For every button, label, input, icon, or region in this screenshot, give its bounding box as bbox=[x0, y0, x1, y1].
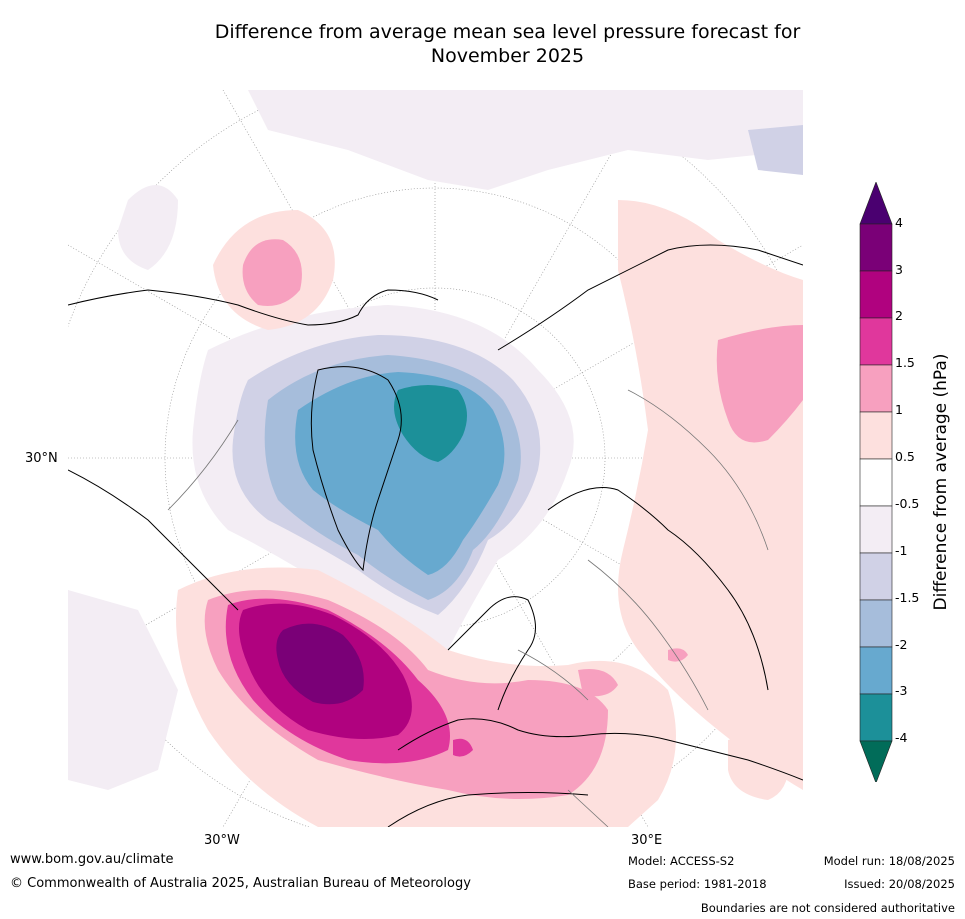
footer-base-period: Base period: 1981-2018 bbox=[628, 877, 767, 891]
footer-disclaimer: Boundaries are not considered authoritat… bbox=[700, 901, 955, 915]
colorbar-extend-top bbox=[859, 182, 893, 225]
colorbar bbox=[859, 182, 893, 782]
cb-tick-neg-0-5: -0.5 bbox=[895, 496, 920, 511]
lon-label-30w: 30°W bbox=[204, 833, 240, 848]
map-title-line2: November 2025 bbox=[430, 45, 585, 67]
colorbar-band bbox=[859, 458, 893, 507]
cb-tick-neg-3: -3 bbox=[895, 683, 908, 698]
cb-tick-neg-4: -4 bbox=[895, 730, 908, 745]
cb-tick-1-5: 1.5 bbox=[895, 355, 915, 370]
cb-tick-1: 1 bbox=[895, 402, 903, 417]
colorbar-band bbox=[859, 411, 893, 460]
cb-tick-3: 3 bbox=[895, 262, 903, 277]
colorbar-title: Difference from average (hPa) bbox=[931, 353, 951, 611]
borders bbox=[167, 389, 769, 827]
colorbar-band bbox=[859, 364, 893, 413]
lon-label-30e: 30°E bbox=[631, 833, 663, 848]
footer-issued: Issued: 20/08/2025 bbox=[844, 877, 955, 891]
footer-model: Model: ACCESS-S2 bbox=[628, 854, 735, 868]
cb-tick-neg-2: -2 bbox=[895, 637, 908, 652]
cb-tick-neg-1: -1 bbox=[895, 543, 908, 558]
colorbar-band bbox=[859, 646, 893, 695]
colorbar-band bbox=[859, 505, 893, 554]
footer-copyright: © Commonwealth of Australia 2025, Austra… bbox=[10, 876, 471, 891]
pressure-anomaly-map bbox=[68, 90, 803, 827]
footer-url[interactable]: www.bom.gov.au/climate bbox=[10, 852, 174, 867]
anomaly-pos-strongest bbox=[276, 623, 364, 705]
colorbar-band bbox=[859, 599, 893, 648]
colorbar-extend-bottom bbox=[859, 740, 893, 782]
cb-tick-0-5: 0.5 bbox=[895, 449, 915, 464]
cb-tick-2: 2 bbox=[895, 308, 903, 323]
colorbar-band bbox=[859, 317, 893, 366]
colorbar-band bbox=[859, 223, 893, 272]
cb-tick-4: 4 bbox=[895, 215, 903, 230]
colorbar-band bbox=[859, 270, 893, 319]
footer-model-run: Model run: 18/08/2025 bbox=[823, 854, 955, 868]
lon-label-left: 30°N bbox=[25, 451, 58, 466]
anomaly-neg-strongest bbox=[394, 385, 467, 462]
cb-tick-neg-1-5: -1.5 bbox=[895, 590, 920, 605]
map-title: Difference from average mean sea level p… bbox=[0, 20, 965, 68]
colorbar-bands bbox=[859, 182, 893, 782]
colorbar-band bbox=[859, 552, 893, 601]
coastlines bbox=[68, 244, 803, 827]
map-title-line1: Difference from average mean sea level p… bbox=[214, 21, 801, 43]
map-canvas bbox=[68, 90, 803, 827]
colorbar-band bbox=[859, 693, 893, 742]
